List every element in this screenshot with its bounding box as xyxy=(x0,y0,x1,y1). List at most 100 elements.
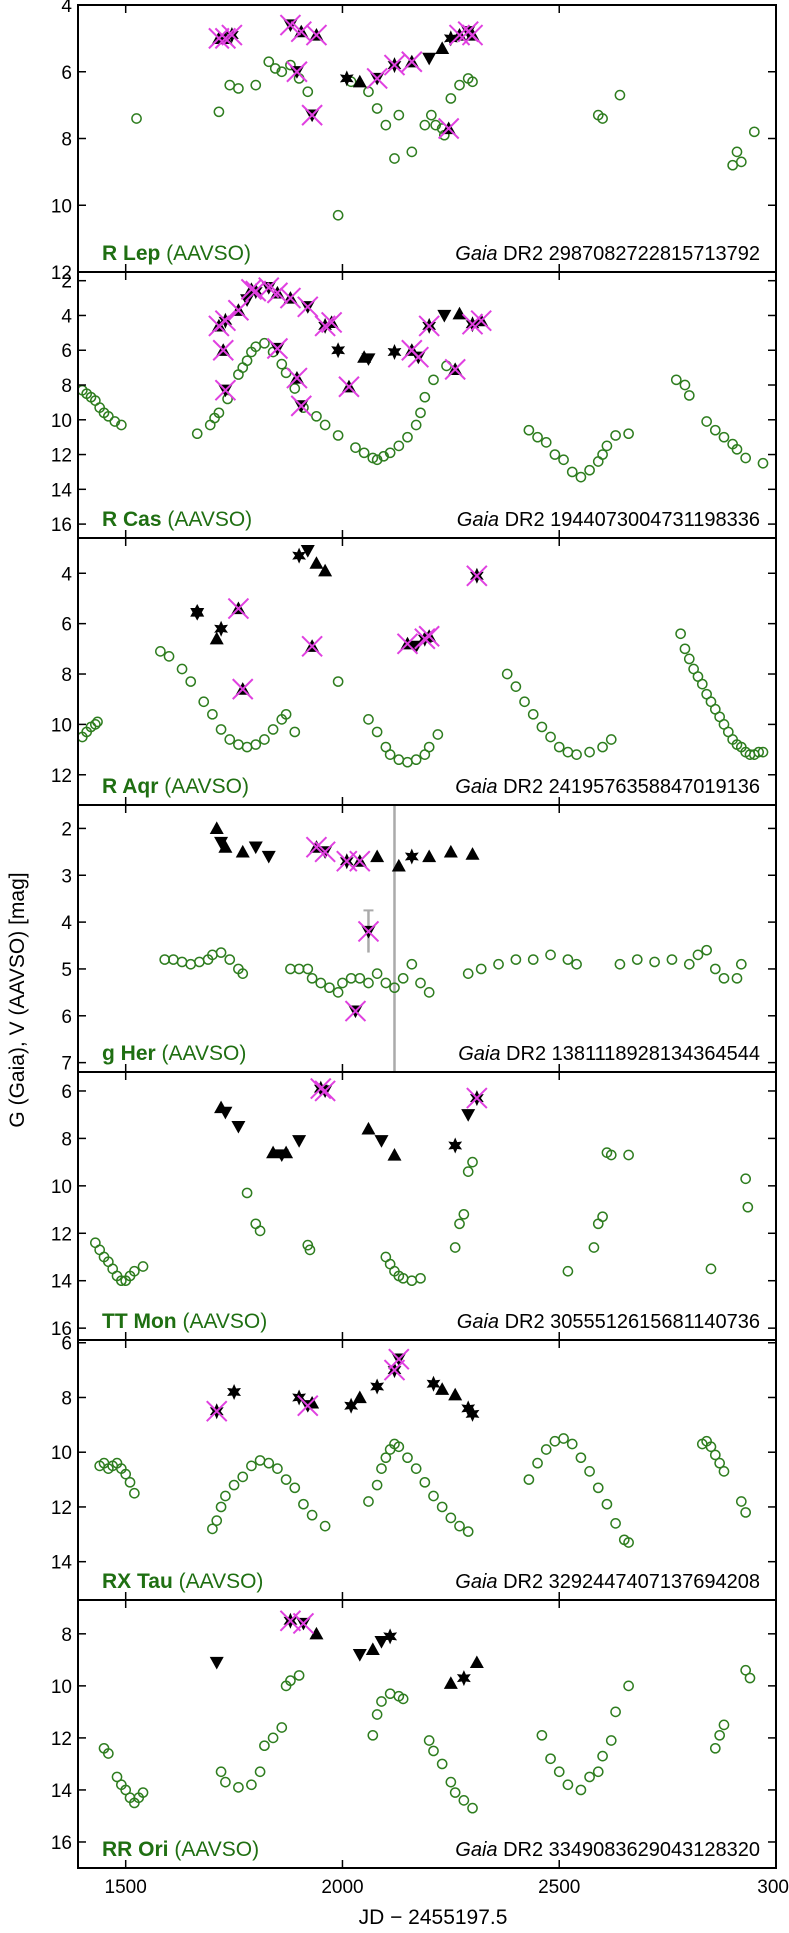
panel-rr-ori: 8 10 12 14 16 RR Ori (AAVSO) Gaia DR2 33490836… xyxy=(51,1599,777,1869)
aavso-point xyxy=(120,1784,132,1796)
gaia-flag-cross xyxy=(314,1080,336,1102)
aavso-point xyxy=(302,86,314,98)
aavso-point xyxy=(584,746,595,758)
gaia-point xyxy=(339,70,354,87)
star-label: g Her (AAVSO) xyxy=(102,1042,246,1065)
aavso-point xyxy=(709,963,721,975)
plot-area xyxy=(94,1348,752,1548)
aavso-point xyxy=(250,341,262,353)
y-tick-label: 8 xyxy=(61,130,72,151)
aavso-point xyxy=(649,956,660,968)
aavso-point xyxy=(610,1706,621,1718)
aavso-point xyxy=(740,452,752,464)
gaia-flag-cross xyxy=(279,1610,302,1632)
gaia-point xyxy=(292,1135,307,1148)
gaia-flag-cross xyxy=(290,20,312,43)
aavso-point xyxy=(423,1735,435,1746)
gaia-point xyxy=(209,631,224,645)
star-name: TT Mon xyxy=(102,1310,177,1333)
aavso-point xyxy=(220,1490,231,1502)
aavso-point xyxy=(454,1218,465,1230)
gaia-flag-cross xyxy=(212,339,234,361)
aavso-point xyxy=(384,447,396,459)
aavso-point xyxy=(683,958,695,970)
gaia-dr2-id: DR2 3292447407137694208 xyxy=(498,1571,760,1593)
aavso-point xyxy=(575,471,587,483)
aavso-point xyxy=(332,209,344,221)
aavso-point xyxy=(597,741,608,753)
aavso-point xyxy=(731,146,743,158)
aavso-point xyxy=(510,954,522,965)
aavso-point xyxy=(623,428,634,440)
gaia-point xyxy=(465,1405,480,1422)
aavso-point xyxy=(718,431,730,443)
gaia-flag-cross xyxy=(388,1348,410,1370)
gaia-flag-cross xyxy=(444,358,466,381)
panel-rx-tau: 6 8 10 12 14 RX Tau (AAVSO) Gaia DR2 329244740… xyxy=(51,1334,777,1601)
aavso-point xyxy=(592,1766,604,1778)
aavso-point xyxy=(709,1742,721,1754)
aavso-point xyxy=(462,1166,474,1177)
aavso-point xyxy=(709,1449,721,1461)
gaia-point xyxy=(365,1642,380,1656)
aavso-point xyxy=(293,1670,305,1681)
gaia-point xyxy=(443,844,458,858)
aavso-point xyxy=(740,1507,752,1518)
aavso-point xyxy=(371,1709,383,1720)
aavso-point xyxy=(423,987,435,998)
gaia-flag-cross xyxy=(245,280,267,302)
y-tick-label: 7 xyxy=(61,1054,72,1075)
aavso-point xyxy=(740,1173,752,1185)
gaia-flag-cross xyxy=(227,597,250,620)
aavso-point xyxy=(384,1688,396,1700)
aavso-point xyxy=(623,1149,634,1161)
aavso-point xyxy=(610,430,621,441)
plot-area xyxy=(131,14,760,221)
aavso-point xyxy=(250,739,262,750)
aavso-point xyxy=(519,696,530,708)
aavso-point xyxy=(454,1520,465,1532)
aavso-point xyxy=(137,1787,149,1798)
aavso-point xyxy=(397,972,409,984)
aavso-point xyxy=(666,954,678,965)
aavso-point xyxy=(129,1487,140,1499)
gaia-flag-cross xyxy=(297,1394,319,1417)
aavso-point xyxy=(276,66,288,78)
aavso-point xyxy=(410,419,422,431)
aavso-point xyxy=(259,1740,270,1752)
aavso-point xyxy=(540,1444,552,1455)
aavso-point xyxy=(393,754,405,766)
aavso-point xyxy=(670,374,682,386)
aavso-point xyxy=(393,1441,405,1453)
aavso-point xyxy=(402,431,413,443)
aavso-point xyxy=(363,977,374,989)
star-name: g Her xyxy=(102,1042,156,1065)
gaia-point xyxy=(437,309,452,323)
star-label: R Lep (AAVSO) xyxy=(102,242,251,265)
aavso-point xyxy=(241,1187,253,1199)
plot-area xyxy=(89,1077,754,1287)
aavso-point xyxy=(731,443,743,455)
aavso-point xyxy=(345,972,357,984)
aavso-point xyxy=(280,1474,292,1485)
aavso-point xyxy=(428,1745,439,1757)
y-tick-label: 16 xyxy=(51,1319,72,1340)
aavso-point xyxy=(131,113,142,124)
aavso-point xyxy=(605,734,617,745)
aavso-point xyxy=(425,109,437,121)
aavso-point xyxy=(436,1758,448,1770)
y-tick-label: 10 xyxy=(51,1443,72,1464)
aavso-point xyxy=(371,454,383,466)
gaia-flag-cross xyxy=(349,850,371,872)
gaia-flag-cross xyxy=(437,117,460,140)
aavso-point xyxy=(272,1463,283,1474)
aavso-point xyxy=(701,416,712,427)
gaia-point xyxy=(209,1656,224,1670)
gaia-point xyxy=(209,821,224,835)
y-tick-label: 12 xyxy=(51,1498,72,1519)
aavso-point xyxy=(675,628,686,640)
y-tick-label: 4 xyxy=(61,564,72,585)
aavso-point xyxy=(384,749,396,760)
panel-frame xyxy=(77,1071,777,1341)
y-tick-label: 10 xyxy=(51,411,72,432)
